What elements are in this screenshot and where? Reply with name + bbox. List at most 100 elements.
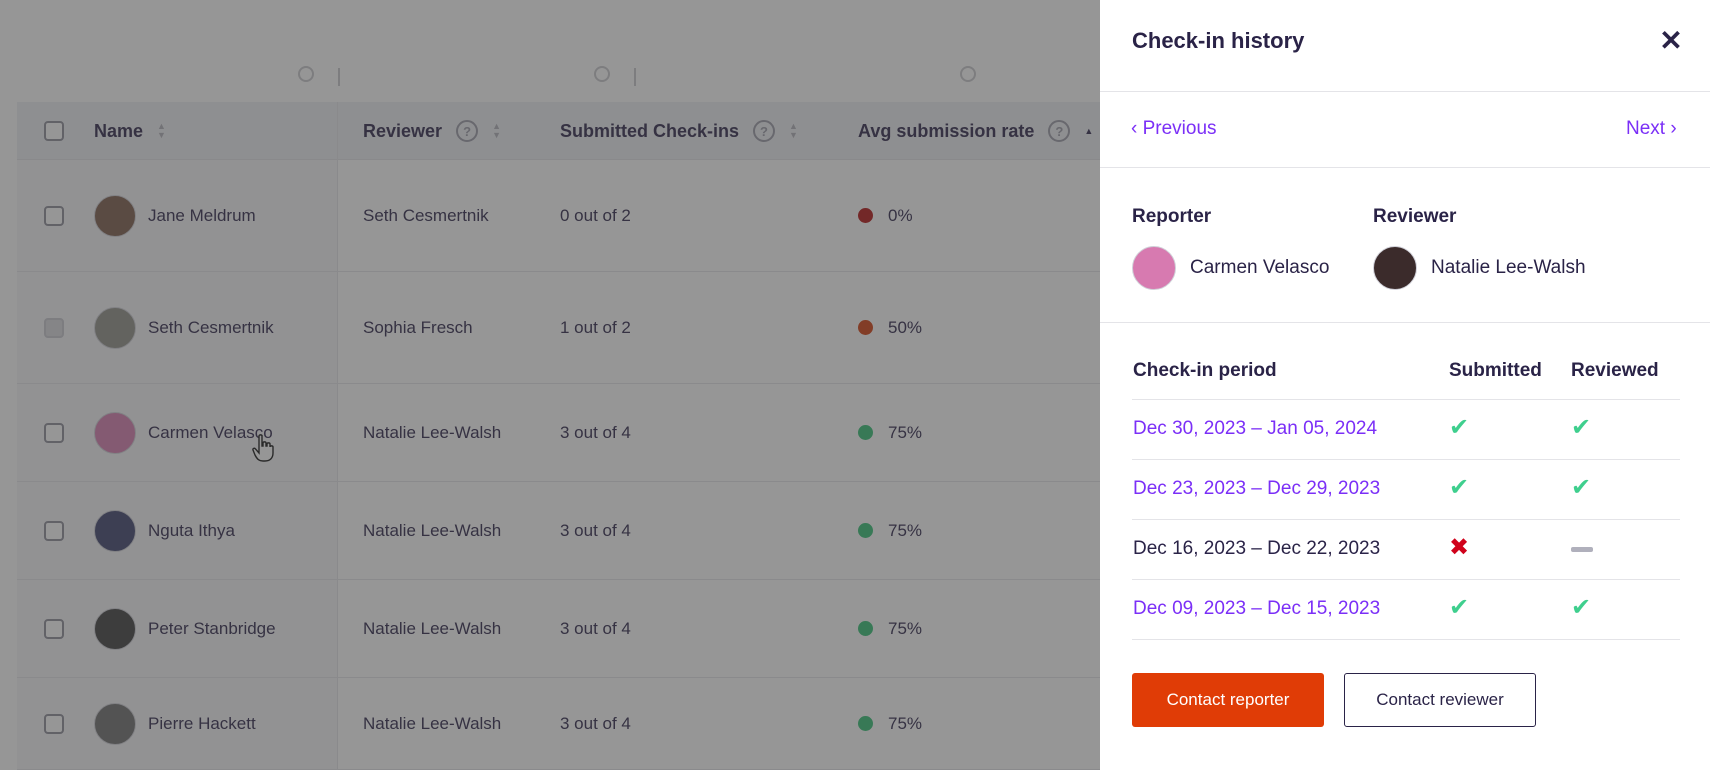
- next-link[interactable]: Next ›: [1626, 118, 1677, 139]
- row-checkbox[interactable]: [44, 318, 64, 338]
- row-submitted: 3 out of 4: [560, 422, 631, 442]
- rate-cell: 75%: [858, 580, 922, 677]
- table-row[interactable]: Nguta Ithya Natalie Lee-Walsh 3 out of 4 75…: [17, 482, 1137, 580]
- name-cell: Pierre Hackett: [94, 678, 256, 769]
- sort-icon[interactable]: ▲ ▼: [157, 121, 166, 140]
- row-name[interactable]: Nguta Ithya: [148, 520, 235, 540]
- row-rate: 75%: [888, 618, 923, 638]
- reviewer-cell: Natalie Lee-Walsh: [363, 678, 501, 769]
- column-header-name[interactable]: Name ▲ ▼: [94, 120, 166, 141]
- history-row: Dec 16, 2023 – Dec 22, 2023 ✖: [1132, 520, 1680, 580]
- reviewer-cell: Natalie Lee-Walsh: [363, 580, 501, 677]
- sort-icon[interactable]: ▲ ▼: [789, 121, 798, 140]
- people-section: Reporter Reviewer Carmen Velasco Natalie…: [1100, 168, 1710, 323]
- row-checkbox[interactable]: [44, 619, 64, 639]
- reporter-name: Carmen Velasco: [1190, 257, 1330, 278]
- rate-cell: 75%: [858, 384, 922, 481]
- column-header-submitted[interactable]: Submitted Check-ins ? ▲ ▼: [560, 120, 798, 142]
- row-name[interactable]: Seth Cesmertnik: [148, 317, 274, 337]
- history-table-header: Check-in period Submitted Reviewed: [1132, 350, 1680, 400]
- checkin-period-link[interactable]: Dec 30, 2023 – Jan 05, 2024: [1133, 418, 1378, 439]
- filter-separator: [338, 68, 340, 86]
- history-table: Check-in period Submitted Reviewed Dec 3…: [1132, 350, 1680, 640]
- reviewer-cell: Seth Cesmertnik: [363, 160, 489, 271]
- history-row: Dec 09, 2023 – Dec 15, 2023 ✔ ✔: [1132, 580, 1680, 640]
- row-checkbox[interactable]: [44, 206, 64, 226]
- row-checkbox[interactable]: [44, 521, 64, 541]
- row-rate: 0%: [888, 205, 913, 225]
- contact-reviewer-button[interactable]: Contact reviewer: [1344, 673, 1536, 727]
- reviewed-header: Reviewed: [1571, 360, 1659, 381]
- panel-title: Check-in history: [1132, 28, 1305, 53]
- hand-cursor-icon: [252, 434, 274, 462]
- name-cell: Jane Meldrum: [94, 160, 256, 271]
- row-rate: 75%: [888, 520, 923, 540]
- contact-reporter-button[interactable]: Contact reporter: [1132, 673, 1324, 727]
- row-submitted: 0 out of 2: [560, 205, 631, 225]
- table-row[interactable]: Seth Cesmertnik Sophia Fresch 1 out of 2 50…: [17, 272, 1137, 384]
- row-submitted: 3 out of 4: [560, 618, 631, 638]
- reviewed-check-icon: ✔: [1571, 594, 1592, 621]
- previous-link[interactable]: ‹ Previous: [1131, 118, 1217, 139]
- row-submitted: 3 out of 4: [560, 520, 631, 540]
- sort-ascending-icon[interactable]: ▲: [1084, 125, 1094, 136]
- reviewer: Natalie Lee-Walsh: [1373, 246, 1586, 290]
- submitted-check-icon: ✔: [1449, 474, 1470, 501]
- submitted-cell: 1 out of 2: [560, 272, 631, 383]
- rate-status-dot: [858, 523, 873, 538]
- row-rate: 75%: [888, 713, 923, 733]
- reviewed-dash-icon: [1571, 547, 1593, 552]
- table-row[interactable]: Carmen Velasco Natalie Lee-Walsh 3 out of …: [17, 384, 1137, 482]
- checkin-period-link[interactable]: Dec 23, 2023 – Dec 29, 2023: [1133, 478, 1381, 499]
- help-icon[interactable]: ?: [753, 120, 776, 142]
- row-checkbox[interactable]: [44, 423, 64, 443]
- table-header: Name ▲ ▼ Reviewer ? ▲ ▼ Submitted Check-in…: [17, 102, 1137, 160]
- row-reviewer: Seth Cesmertnik: [363, 205, 489, 225]
- avatar: [94, 509, 136, 552]
- submitted-cell: 0 out of 2: [560, 160, 631, 271]
- table-row[interactable]: Jane Meldrum Seth Cesmertnik 0 out of 2 0%: [17, 160, 1137, 272]
- rate-status-dot: [858, 425, 873, 440]
- row-reviewer: Natalie Lee-Walsh: [363, 520, 502, 540]
- submitted-header: Submitted: [1449, 360, 1542, 381]
- filter-help-icon: [298, 66, 314, 82]
- avatar: [94, 702, 136, 745]
- table-row[interactable]: Peter Stanbridge Natalie Lee-Walsh 3 out o…: [17, 580, 1137, 678]
- row-name[interactable]: Jane Meldrum: [148, 205, 256, 225]
- select-all-checkbox[interactable]: [44, 121, 64, 141]
- row-reviewer: Natalie Lee-Walsh: [363, 618, 502, 638]
- filter-help-icon: [960, 66, 976, 82]
- row-rate: 75%: [888, 422, 923, 442]
- row-checkbox[interactable]: [44, 714, 64, 734]
- row-name[interactable]: Peter Stanbridge: [148, 618, 276, 638]
- help-icon[interactable]: ?: [1048, 120, 1071, 142]
- help-icon[interactable]: ?: [456, 120, 479, 142]
- filter-separator: [634, 68, 636, 86]
- row-rate: 50%: [888, 317, 923, 337]
- sort-icon[interactable]: ▲ ▼: [492, 121, 501, 140]
- period-header: Check-in period: [1133, 360, 1277, 381]
- panel-header: Check-in history ✕: [1100, 0, 1710, 92]
- reporter-label: Reporter: [1132, 206, 1212, 227]
- close-icon[interactable]: ✕: [1656, 26, 1686, 56]
- row-name[interactable]: Pierre Hackett: [148, 713, 256, 733]
- name-cell: Nguta Ithya: [94, 482, 235, 579]
- rate-status-dot: [858, 208, 873, 223]
- rate-status-dot: [858, 621, 873, 636]
- history-row: Dec 23, 2023 – Dec 29, 2023 ✔ ✔: [1132, 460, 1680, 520]
- checkin-period-link[interactable]: Dec 09, 2023 – Dec 15, 2023: [1133, 598, 1381, 619]
- row-submitted: 1 out of 2: [560, 317, 631, 337]
- table-row[interactable]: Pierre Hackett Natalie Lee-Walsh 3 out of …: [17, 678, 1137, 770]
- column-header-reviewer[interactable]: Reviewer ? ▲ ▼: [363, 120, 501, 142]
- rate-status-dot: [858, 716, 873, 731]
- reviewer-name: Natalie Lee-Walsh: [1431, 257, 1586, 278]
- panel-pager: ‹ Previous Next ›: [1100, 92, 1710, 168]
- submitted-check-icon: ✔: [1449, 414, 1470, 441]
- submitted-cell: 3 out of 4: [560, 482, 631, 579]
- rate-cell: 75%: [858, 678, 922, 769]
- submitted-cell: 3 out of 4: [560, 678, 631, 769]
- row-reviewer: Natalie Lee-Walsh: [363, 422, 502, 442]
- rate-cell: 50%: [858, 272, 922, 383]
- checkins-table: Name ▲ ▼ Reviewer ? ▲ ▼ Submitted Check-in…: [17, 102, 1137, 770]
- column-header-rate[interactable]: Avg submission rate ? ▲: [858, 120, 1094, 142]
